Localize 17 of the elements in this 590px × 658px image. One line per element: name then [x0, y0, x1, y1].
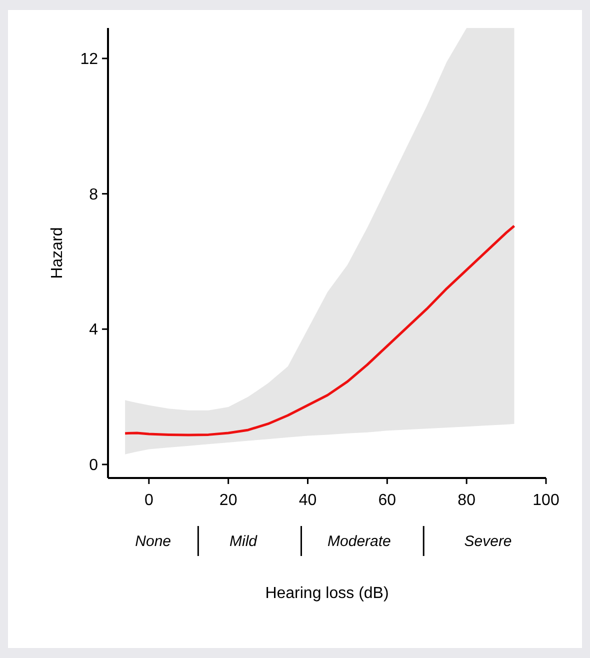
- text: Moderate: [328, 533, 391, 550]
- y-axis-title: Hazard: [49, 227, 66, 279]
- x-axis-title: Hearing loss (dB): [265, 585, 389, 602]
- text: Mild: [230, 533, 258, 550]
- x-tick-label: 0: [144, 492, 154, 509]
- y-tick-label: 4: [89, 322, 98, 339]
- x-tick-label: 40: [298, 492, 317, 509]
- x-tick-label: 20: [219, 492, 238, 509]
- text: Severe: [464, 533, 512, 550]
- x-tick-label: 100: [532, 492, 560, 509]
- y-tick-label: 8: [89, 186, 98, 204]
- x-tick-label: 60: [378, 492, 396, 509]
- y-tick-label: 0: [89, 457, 98, 474]
- text: None: [135, 533, 172, 550]
- y-tick-label: 12: [80, 51, 98, 68]
- x-tick-label: 80: [458, 492, 476, 509]
- line-series: [124, 224, 516, 436]
